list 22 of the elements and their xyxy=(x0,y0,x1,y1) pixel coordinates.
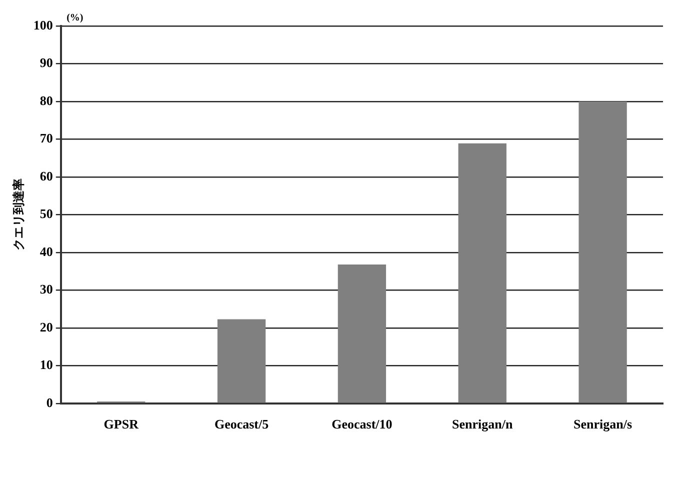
y-tick-label: 0 xyxy=(46,394,53,410)
y-tick-label: 40 xyxy=(40,244,53,259)
y-tick-label: 20 xyxy=(40,319,53,334)
y-tick-label: 30 xyxy=(40,282,53,297)
x-tick-label: Geocast/5 xyxy=(214,416,270,432)
x-tick-label: Senrigan/n xyxy=(452,416,514,432)
x-tick-label: Senrigan/s xyxy=(574,416,632,432)
y-tick-label: 90 xyxy=(40,55,53,70)
y-axis-title: クエリ到達率 xyxy=(11,178,26,251)
x-tick-label: Geocast/10 xyxy=(332,416,392,432)
y-tick-label: 80 xyxy=(40,92,53,108)
x-tick-label: GPSR xyxy=(104,416,140,432)
y-tick-label: 100 xyxy=(33,17,53,32)
bar xyxy=(578,101,627,403)
y-tick-label: 60 xyxy=(40,168,53,184)
bar xyxy=(338,264,386,403)
bar xyxy=(217,319,266,403)
y-tick-label: 50 xyxy=(40,206,53,222)
y-tick-label: 70 xyxy=(40,130,53,146)
bar xyxy=(458,143,506,403)
y-tick-label: 10 xyxy=(40,357,53,372)
text: (%) xyxy=(66,12,84,24)
